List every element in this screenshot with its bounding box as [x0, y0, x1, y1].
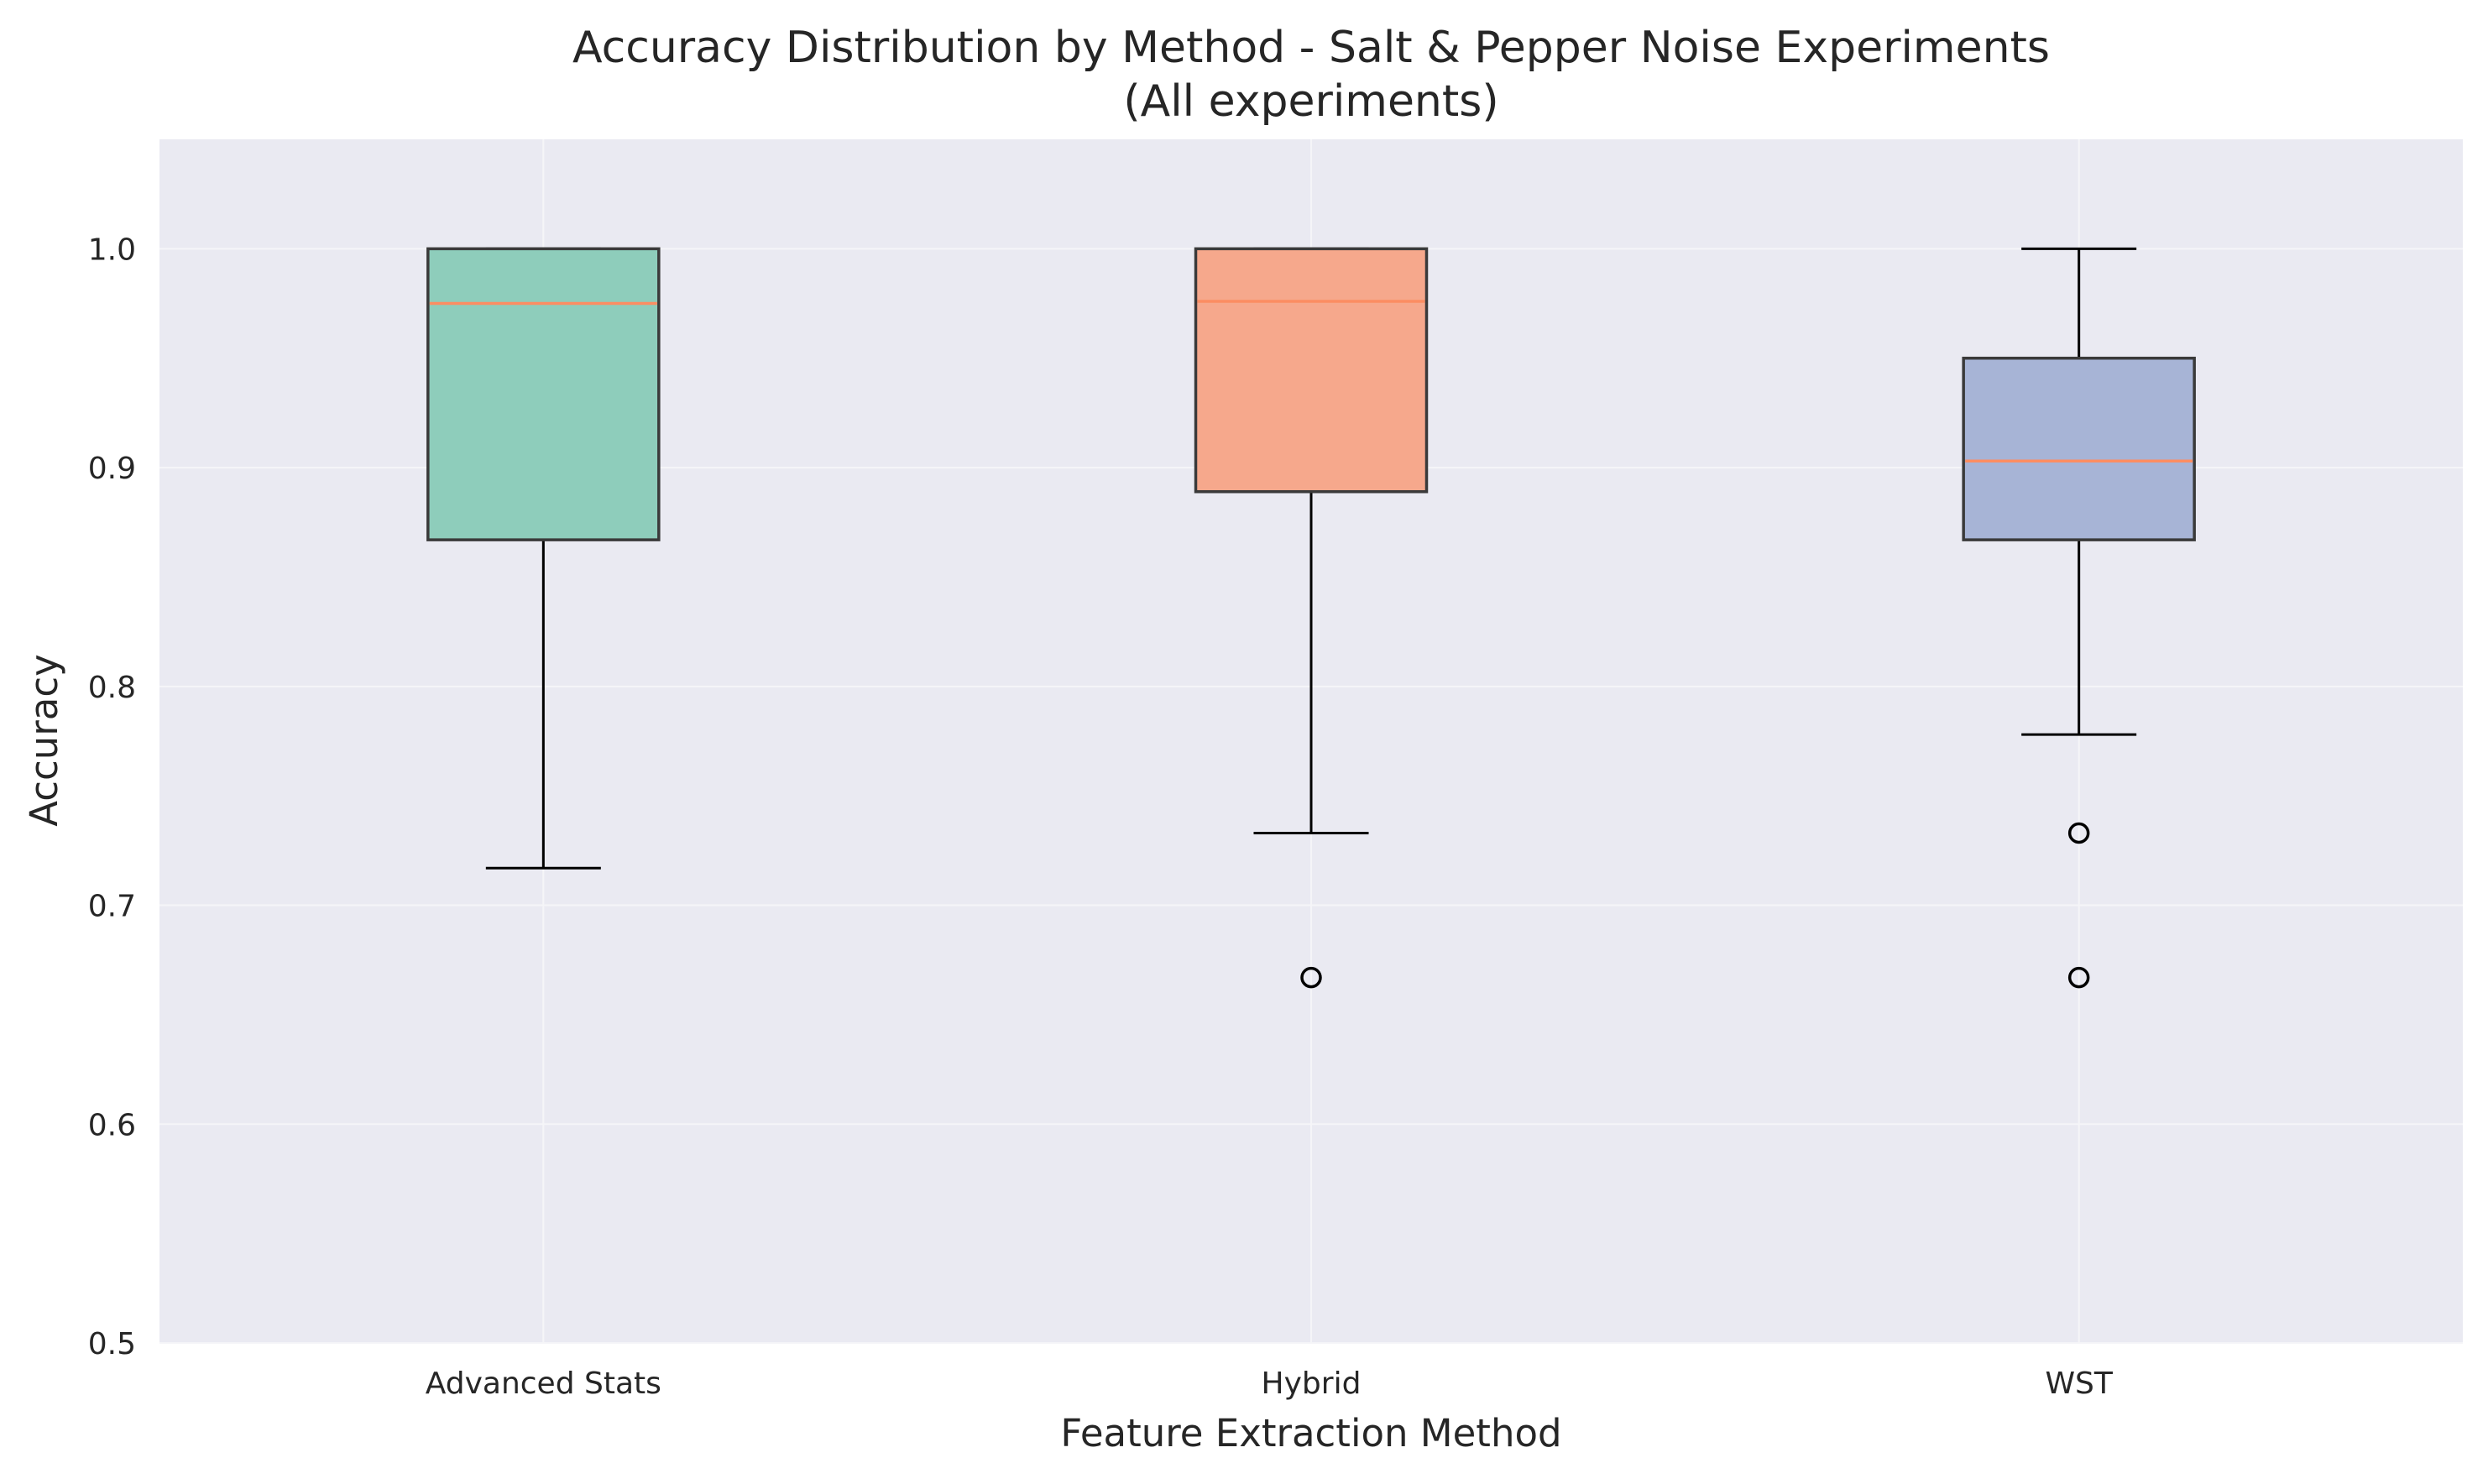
box-group	[1962, 247, 2196, 989]
outlier-point	[1300, 966, 1322, 989]
y-tick-label: 1.0	[88, 233, 136, 267]
y-tick-label: 0.5	[88, 1327, 136, 1361]
box	[426, 247, 661, 541]
outlier-point	[2067, 966, 2090, 989]
chart-subtitle: (All experiments)	[1123, 76, 1498, 127]
chart-title: Accuracy Distribution by Method - Salt &…	[572, 23, 2050, 73]
y-tick-label: 0.8	[88, 671, 136, 705]
y-tick-label: 0.7	[88, 890, 136, 924]
box	[1962, 356, 2196, 541]
boxes	[426, 247, 2196, 989]
box-group	[1194, 247, 1429, 989]
box	[1194, 247, 1429, 494]
y-tick-label: 0.6	[88, 1108, 136, 1142]
y-axis-label: Accuracy	[22, 654, 66, 826]
x-tick-label: WST	[2045, 1366, 2113, 1401]
x-tick-label: Hybrid	[1262, 1366, 1362, 1401]
box-group	[426, 247, 661, 870]
outlier-point	[2067, 822, 2090, 844]
x-axis-label: Feature Extraction Method	[1060, 1411, 1561, 1455]
tick-labels: 0.5 0.6 0.7 0.8 0.9 1.0 Advanced Stats Hybrid WS…	[88, 233, 2114, 1401]
y-tick-label: 0.9	[88, 452, 136, 486]
x-tick-label: Advanced Stats	[426, 1366, 661, 1401]
